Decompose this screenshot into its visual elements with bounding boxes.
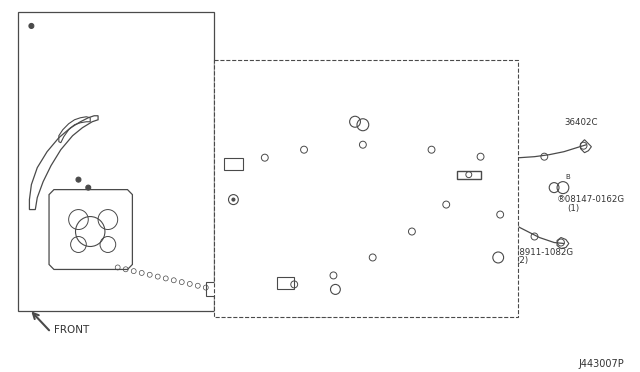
- Text: 36011: 36011: [110, 180, 138, 189]
- Text: (2): (2): [516, 256, 528, 266]
- Bar: [206, 282, 223, 296]
- Text: 36402: 36402: [152, 292, 179, 301]
- Text: ⓓ 08911-1082G: ⓓ 08911-1082G: [506, 247, 573, 256]
- Text: 36010H: 36010H: [100, 168, 134, 177]
- Text: 36402C: 36402C: [564, 118, 597, 127]
- Bar: [214, 60, 518, 317]
- Text: N: N: [365, 110, 370, 116]
- Text: 3640EC: 3640EC: [294, 311, 328, 320]
- Circle shape: [86, 185, 91, 190]
- Text: 36010D: 36010D: [79, 29, 113, 38]
- Text: ®08147-0162G: ®08147-0162G: [557, 195, 625, 203]
- Text: (1): (1): [348, 305, 360, 314]
- Bar: [18, 12, 214, 311]
- Text: (1): (1): [567, 203, 579, 212]
- Text: B: B: [565, 174, 570, 180]
- Circle shape: [29, 23, 34, 28]
- Text: 36451: 36451: [461, 162, 488, 171]
- Text: J443007P: J443007P: [579, 359, 625, 369]
- Bar: [457, 171, 481, 179]
- Text: ®08147-0162G: ®08147-0162G: [339, 296, 406, 305]
- Bar: [223, 158, 243, 170]
- Text: ⓓ 08911-1082G: ⓓ 08911-1082G: [363, 112, 430, 121]
- Text: FRONT: FRONT: [54, 326, 89, 335]
- Text: ®08146-8161G: ®08146-8161G: [234, 205, 301, 214]
- Text: (3): (3): [243, 214, 255, 222]
- Circle shape: [232, 198, 235, 201]
- Text: 36010: 36010: [239, 144, 267, 153]
- Text: (2): (2): [372, 121, 385, 130]
- Circle shape: [76, 177, 81, 182]
- Text: 3645B: 3645B: [410, 196, 438, 205]
- Bar: [276, 278, 294, 289]
